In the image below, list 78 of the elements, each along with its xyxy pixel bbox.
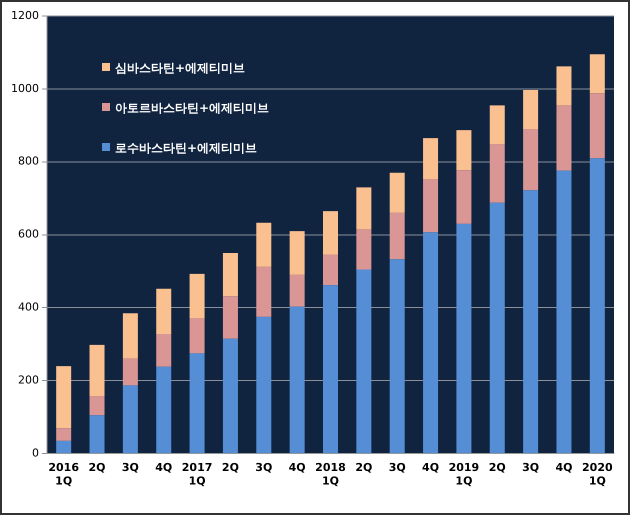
x-tick-label: 4Q (555, 461, 572, 474)
x-tick-label: 4Q (288, 461, 306, 474)
bar (523, 190, 538, 454)
x-tick-label: 2020 1Q (582, 461, 613, 488)
bar (356, 187, 372, 230)
bar (290, 274, 305, 307)
y-tick-label: 200 (18, 374, 39, 387)
x-tick-label: 3Q (122, 461, 139, 474)
x-tick-label: 2017 1Q (182, 461, 212, 488)
bar (222, 338, 238, 454)
x-tick-label: 2019 1Q (448, 461, 480, 488)
x-tick-label: 2Q (88, 461, 106, 474)
bar (56, 440, 72, 454)
x-tick-label: 3Q (388, 461, 406, 474)
bar (456, 130, 472, 170)
bar (490, 105, 505, 144)
bar (90, 396, 105, 416)
bar (590, 93, 605, 158)
bar (90, 344, 105, 396)
y-tick-label: 400 (18, 300, 39, 314)
bar (290, 231, 305, 275)
bar (290, 306, 305, 454)
bar (556, 66, 572, 106)
bar (156, 366, 172, 454)
bar (423, 179, 438, 232)
bar (256, 316, 272, 454)
x-tick-label: 4Q (155, 461, 172, 474)
bar (222, 296, 238, 339)
bar (322, 254, 338, 286)
y-tick-label: 0 (32, 446, 39, 460)
bar (222, 253, 238, 296)
x-tick-label: 2Q (222, 461, 239, 474)
y-tick-label: 1000 (10, 82, 39, 95)
bar (122, 358, 138, 386)
bar (190, 353, 205, 454)
x-tick-label: 2Q (488, 461, 506, 474)
bar (590, 158, 605, 454)
bar (423, 232, 438, 454)
bar (156, 334, 172, 367)
x-tick-label: 4Q (422, 461, 440, 474)
bar (322, 285, 338, 454)
legend-label: 로수바스타틴+에제티미브 (115, 140, 258, 157)
x-tick-label: 3Q (255, 461, 272, 474)
bar (523, 90, 538, 130)
bar (256, 222, 272, 267)
x-tick-label: 2018 1Q (315, 461, 346, 488)
bar (356, 269, 372, 454)
bar (122, 385, 138, 454)
bar (490, 144, 505, 203)
y-tick-label: 600 (18, 228, 39, 241)
bar (122, 313, 138, 359)
bar (56, 428, 72, 441)
bar (556, 105, 572, 171)
bar (590, 54, 605, 94)
y-tick-label: 800 (18, 154, 39, 168)
bar (56, 366, 72, 428)
bar (456, 170, 472, 224)
x-tick-label: 3Q (522, 461, 540, 474)
bar (356, 229, 372, 270)
bar (390, 259, 405, 454)
x-tick-label: 2Q (355, 461, 372, 474)
legend-label: 심바스타틴+에제티미브 (115, 60, 246, 77)
bar (390, 212, 405, 260)
bar (456, 224, 472, 454)
bar (256, 266, 272, 317)
bar (423, 138, 438, 180)
bar (556, 170, 572, 454)
bar (156, 288, 172, 334)
bar (90, 415, 105, 454)
bar (490, 202, 505, 454)
bar (190, 318, 205, 354)
bar (190, 274, 205, 318)
bar (322, 211, 338, 255)
legend-label: 아토르바스타틴+에제티미브 (115, 100, 270, 117)
bar (523, 129, 538, 190)
bar (390, 172, 405, 213)
x-tick-label: 2016 1Q (48, 461, 80, 488)
y-tick-label: 1200 (10, 8, 39, 22)
